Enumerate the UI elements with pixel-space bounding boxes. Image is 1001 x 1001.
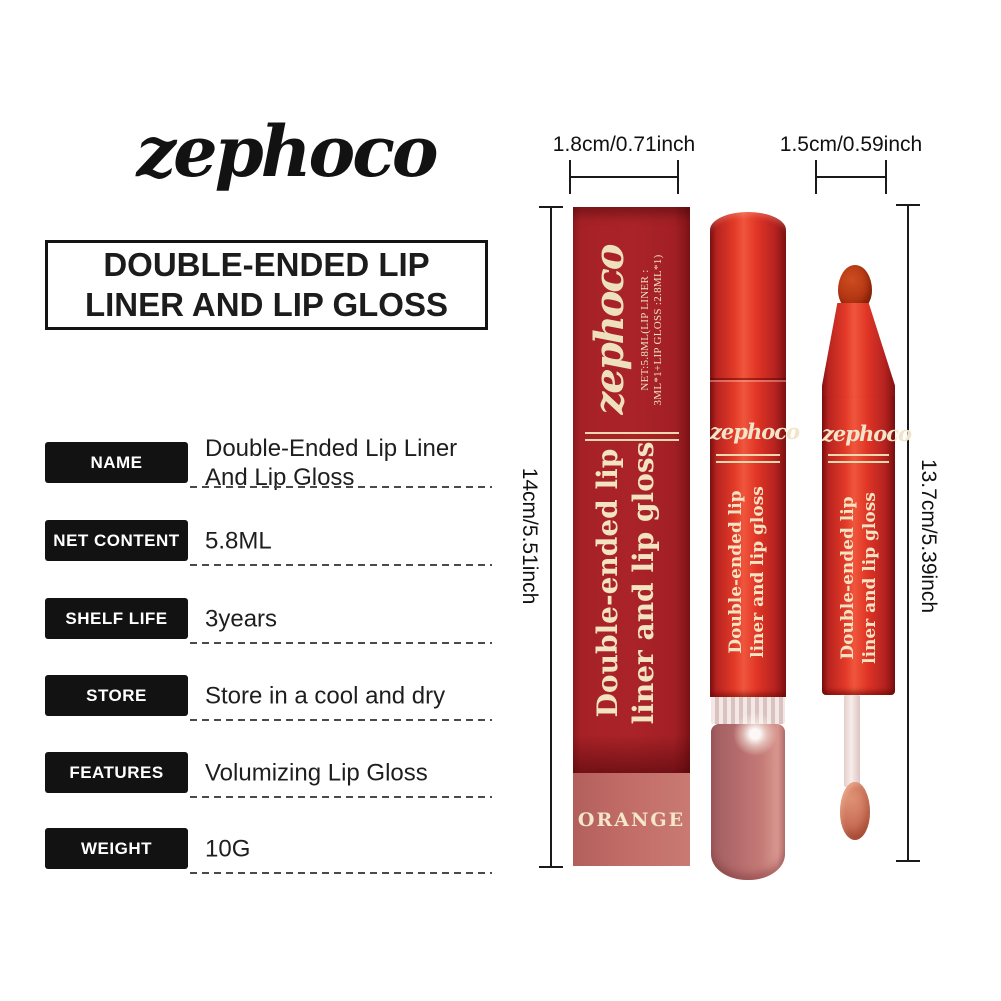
pen-product-name: Double-ended lip liner and lip gloss — [838, 492, 880, 664]
shade-name: ORANGE — [577, 808, 686, 831]
pen-brand: zephoco — [822, 421, 912, 446]
spec-row-net-content: NET CONTENT 5.8ML — [45, 520, 492, 566]
spec-row-features: FEATURES Volumizing Lip Gloss — [45, 752, 492, 798]
pen-cap-seam — [710, 378, 786, 382]
spec-value: 10G — [205, 835, 251, 862]
package-box-product-name: Double-ended lip liner and lip gloss — [591, 441, 660, 725]
package-box-brand: zephoco — [586, 245, 633, 415]
spec-row-store: STORE Store in a cool and dry — [45, 675, 492, 721]
spec-row-weight: WEIGHT 10G — [45, 828, 492, 874]
dimension-tick — [539, 206, 563, 208]
dimension-tick — [885, 160, 887, 194]
spec-label: NET CONTENT — [45, 520, 188, 561]
spec-label: STORE — [45, 675, 188, 716]
product-title-line2: LINER AND LIP GLOSS — [84, 286, 449, 323]
lip-gloss-doe-foot-applicator — [840, 782, 870, 840]
pen-double-rule — [716, 454, 780, 463]
spec-label: NAME — [45, 442, 188, 483]
package-box-net-content: NET:5.8ML(LIP LINER : 3ML*1+LIP GLOSS :2… — [639, 254, 664, 406]
spec-value: Double-Ended Lip Liner And Lip Gloss — [205, 434, 458, 491]
pen-double-rule — [828, 454, 889, 463]
dimension-line — [550, 207, 552, 868]
spec-label: FEATURES — [45, 752, 188, 793]
spec-divider — [190, 796, 492, 798]
dimension-label-box-width: 1.8cm/0.71inch — [552, 133, 696, 156]
spec-divider — [190, 486, 492, 488]
pen-open-body — [822, 396, 895, 695]
dimension-line — [907, 205, 909, 862]
dimension-label-pen-height: 13.7cm/5.39inch — [917, 458, 940, 614]
pen-bottle-highlight — [733, 712, 777, 756]
spec-label: WEIGHT — [45, 828, 188, 869]
package-box-shade-section: ORANGE — [573, 773, 690, 866]
dimension-tick — [815, 160, 817, 194]
spec-row-name: NAME Double-Ended Lip Liner And Lip Glos… — [45, 435, 492, 491]
spec-value: 5.8ML — [205, 527, 272, 554]
product-title-line1: DOUBLE-ENDED LIP — [103, 246, 430, 283]
pen-product-name: Double-ended lip liner and lip gloss — [726, 486, 768, 658]
spec-divider — [190, 564, 492, 566]
package-box-top-print: zephoco NET:5.8ML(LIP LINER : 3ML*1+LIP … — [577, 220, 677, 440]
spec-value: Store in a cool and dry — [205, 682, 446, 709]
dimension-line — [816, 176, 886, 178]
product-title-box: DOUBLE-ENDED LIP LINER AND LIP GLOSS — [45, 240, 488, 330]
dimension-tick — [677, 160, 679, 194]
spec-divider — [190, 642, 492, 644]
dimension-line — [570, 176, 678, 178]
dimension-tick — [896, 204, 920, 206]
dimension-tick — [896, 860, 920, 862]
dimension-label-box-height: 14cm/5.51inch — [518, 467, 541, 605]
lip-gloss-wand — [844, 695, 860, 787]
pen-open-neck — [822, 303, 895, 399]
spec-value: 3years — [205, 605, 278, 632]
pen-brand: zephoco — [710, 419, 800, 444]
spec-row-shelf-life: SHELF LIFE 3years — [45, 598, 492, 644]
dimension-tick — [539, 866, 563, 868]
brand-logo: zephoco — [136, 110, 438, 193]
spec-label: SHELF LIFE — [45, 598, 188, 639]
spec-divider — [190, 719, 492, 721]
package-box-shadow-band — [573, 735, 690, 773]
dimension-label-pen-width: 1.5cm/0.59inch — [779, 133, 923, 156]
spec-value: Volumizing Lip Gloss — [205, 759, 428, 786]
package-box-double-rule — [585, 432, 679, 441]
spec-divider — [190, 872, 492, 874]
dimension-tick — [569, 160, 571, 194]
